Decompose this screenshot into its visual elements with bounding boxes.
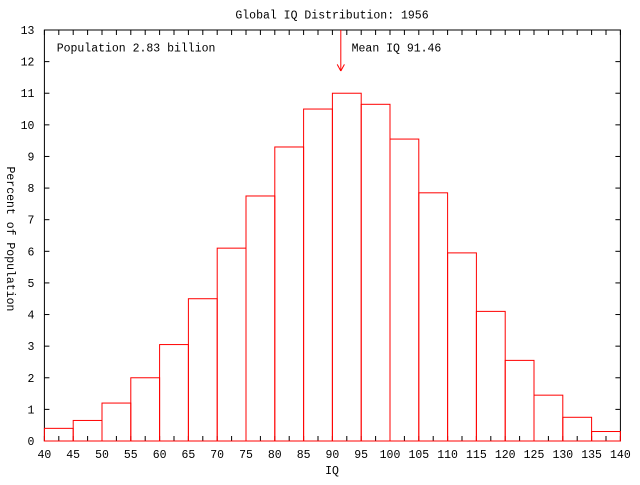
svg-text:55: 55: [124, 449, 138, 462]
svg-text:50: 50: [95, 449, 109, 462]
svg-text:100: 100: [380, 449, 401, 462]
svg-text:Global IQ Distribution: 1956: Global IQ Distribution: 1956: [235, 10, 428, 23]
svg-text:10: 10: [21, 120, 35, 133]
svg-text:IQ: IQ: [325, 465, 339, 478]
svg-text:11: 11: [21, 88, 35, 101]
svg-text:115: 115: [466, 449, 487, 462]
svg-text:5: 5: [27, 278, 34, 291]
svg-text:6: 6: [27, 246, 34, 259]
svg-text:65: 65: [181, 449, 195, 462]
svg-text:75: 75: [239, 449, 253, 462]
svg-text:8: 8: [27, 183, 34, 196]
svg-text:4: 4: [27, 310, 34, 323]
svg-text:3: 3: [27, 341, 34, 354]
svg-text:0: 0: [27, 436, 34, 449]
svg-text:125: 125: [524, 449, 545, 462]
svg-text:105: 105: [408, 449, 429, 462]
svg-text:130: 130: [552, 449, 573, 462]
svg-text:90: 90: [325, 449, 339, 462]
svg-text:85: 85: [297, 449, 311, 462]
svg-text:45: 45: [66, 449, 80, 462]
svg-text:95: 95: [354, 449, 368, 462]
svg-text:Population 2.83 billion: Population 2.83 billion: [57, 43, 216, 56]
svg-text:13: 13: [21, 25, 35, 38]
svg-text:110: 110: [437, 449, 458, 462]
svg-text:2: 2: [27, 373, 34, 386]
svg-text:70: 70: [210, 449, 224, 462]
svg-text:135: 135: [581, 449, 602, 462]
svg-text:7: 7: [27, 215, 34, 228]
svg-text:Percent of Population: Percent of Population: [3, 167, 16, 312]
svg-text:9: 9: [27, 151, 34, 164]
svg-text:120: 120: [495, 449, 516, 462]
svg-text:80: 80: [268, 449, 282, 462]
svg-text:Mean IQ 91.46: Mean IQ 91.46: [352, 43, 442, 56]
svg-text:60: 60: [153, 449, 167, 462]
svg-text:1: 1: [27, 404, 34, 417]
svg-text:12: 12: [21, 57, 35, 70]
svg-text:140: 140: [610, 449, 631, 462]
svg-text:40: 40: [37, 449, 51, 462]
